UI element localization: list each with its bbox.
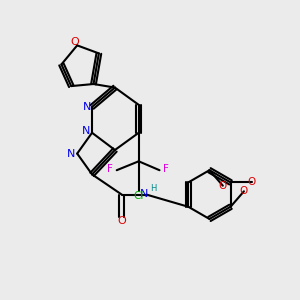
Text: Cl: Cl xyxy=(134,191,144,201)
Text: O: O xyxy=(240,186,248,196)
Text: F: F xyxy=(107,164,113,174)
Text: O: O xyxy=(117,216,126,226)
Text: N: N xyxy=(140,189,148,199)
Text: O: O xyxy=(248,177,256,188)
Text: N: N xyxy=(82,126,90,136)
Text: O: O xyxy=(70,37,79,47)
Text: H: H xyxy=(150,184,156,193)
Text: N: N xyxy=(67,148,75,159)
Text: N: N xyxy=(82,102,91,112)
Text: F: F xyxy=(163,164,169,174)
Text: O: O xyxy=(219,181,227,191)
